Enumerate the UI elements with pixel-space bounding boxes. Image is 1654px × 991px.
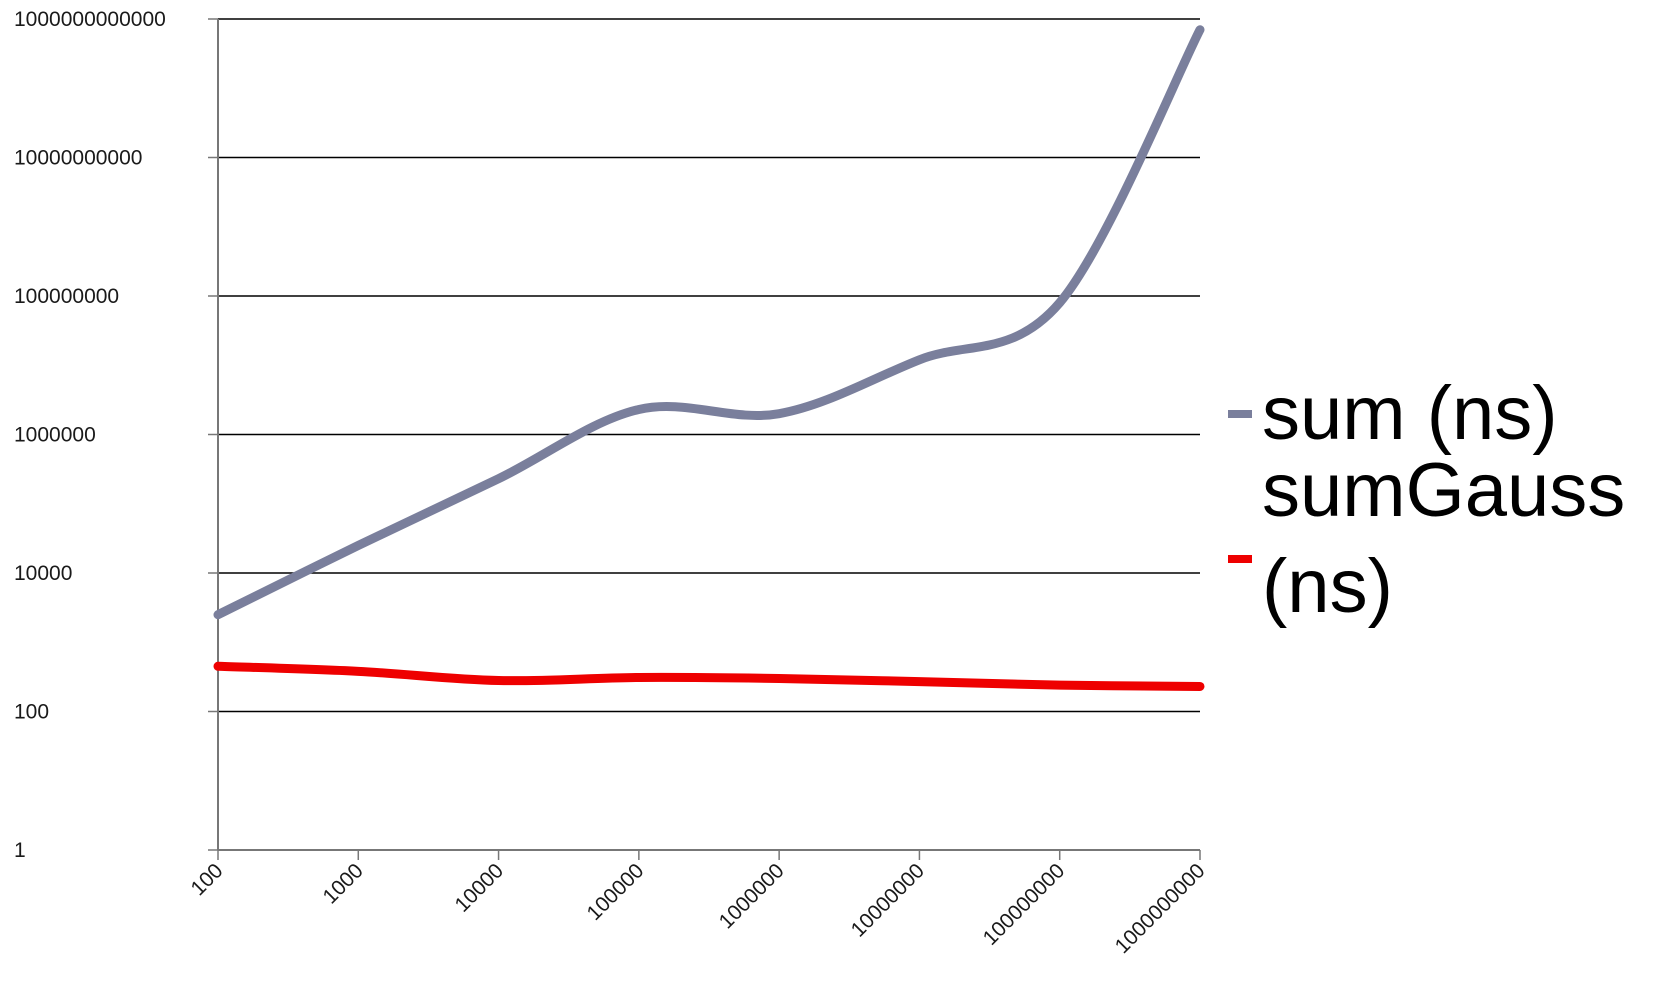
y-tick-label: 10000000000 xyxy=(14,147,142,170)
legend-label: sum (ns) xyxy=(1262,371,1558,456)
series-line xyxy=(213,25,1205,620)
x-tick-label: 1000000 xyxy=(715,859,789,933)
series-line xyxy=(213,661,1205,691)
legend-label: (ns) xyxy=(1262,544,1393,629)
y-tick-label: 1000000 xyxy=(14,424,96,447)
x-tick-label: 100 xyxy=(186,859,227,900)
series-lines xyxy=(213,25,1205,691)
legend-swatch xyxy=(1228,555,1252,563)
x-tick-label: 1000 xyxy=(319,859,368,908)
y-tick-label: 100000000 xyxy=(14,285,119,308)
x-tick-label: 10000000 xyxy=(847,859,929,941)
y-axis-tick-labels: 1 100 10000 1000000 100000000 10000000000 1000… xyxy=(14,8,166,862)
y-tick-label: 1000000000000 xyxy=(14,8,166,31)
x-axis-tick-labels: 100 1000 10000 100000 1000000 10000000 1000000… xyxy=(186,859,1209,958)
legend-swatch xyxy=(1228,410,1252,418)
x-tick-label: 100000000 xyxy=(979,859,1070,950)
x-tick-label: 1000000000 xyxy=(1111,859,1210,958)
y-tick-label: 100 xyxy=(14,701,49,724)
axes xyxy=(208,18,1201,860)
legend: sum (ns)sumGauss (ns) xyxy=(1228,371,1625,629)
y-tick-label: 1 xyxy=(14,839,26,862)
y-tick-label: 10000 xyxy=(14,562,72,585)
legend-label: sumGauss xyxy=(1262,448,1625,533)
grid-lines xyxy=(218,18,1200,713)
x-tick-label: 10000 xyxy=(451,859,509,917)
x-tick-label: 100000 xyxy=(583,859,649,925)
